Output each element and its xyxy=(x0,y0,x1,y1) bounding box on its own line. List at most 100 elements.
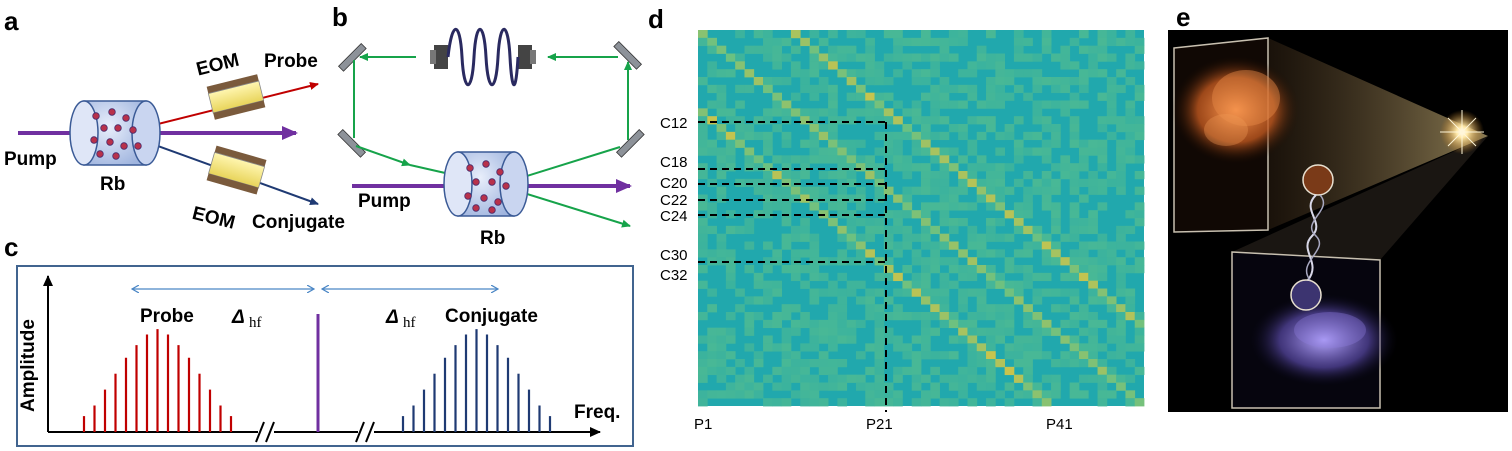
heatmap-cell xyxy=(930,312,940,321)
heatmap-cell xyxy=(790,171,801,180)
heatmap-cell xyxy=(855,319,866,329)
heatmap-cell xyxy=(911,131,922,141)
heatmap-cell xyxy=(1097,272,1108,282)
heatmap-cell xyxy=(1078,374,1089,383)
heatmap-cell xyxy=(911,69,922,78)
heatmap-cell xyxy=(958,218,968,227)
heatmap-cell xyxy=(809,359,820,368)
panel-a: a EO xyxy=(4,6,345,234)
heatmap-cell xyxy=(874,390,885,399)
row-label-c18: C18 xyxy=(660,154,688,171)
heatmap-cell xyxy=(874,288,885,297)
heatmap-cell xyxy=(1088,312,1098,321)
heatmap-cell xyxy=(911,257,922,266)
heatmap-cell xyxy=(911,147,922,156)
heatmap-cell xyxy=(986,30,996,39)
heatmap-cell xyxy=(1116,272,1126,282)
heatmap-cell xyxy=(1041,37,1052,47)
heatmap-cell xyxy=(809,327,820,336)
heatmap-cell xyxy=(976,178,987,188)
heatmap-cell xyxy=(698,390,708,399)
heatmap-cell xyxy=(1069,351,1080,360)
heatmap-cell xyxy=(874,225,885,235)
heatmap-cell xyxy=(846,163,857,172)
heatmap-cell xyxy=(1078,312,1089,321)
heatmap-cell xyxy=(837,116,848,125)
heatmap-cell xyxy=(790,30,801,39)
heatmap-cell xyxy=(939,194,950,203)
heatmap-cell xyxy=(1051,390,1061,399)
heatmap-cell xyxy=(967,61,978,70)
heatmap-cell xyxy=(948,84,959,94)
heatmap-cell xyxy=(698,139,708,148)
heatmap-cell xyxy=(698,233,708,242)
heatmap-cell xyxy=(707,288,717,297)
delta-right-sub: hf xyxy=(403,315,416,331)
heatmap-cell xyxy=(1004,327,1015,336)
heatmap-cell xyxy=(921,327,931,336)
heatmap-cell xyxy=(1134,186,1145,195)
heatmap-cell xyxy=(883,53,894,62)
heatmap-cell xyxy=(1032,319,1043,329)
heatmap-cell xyxy=(837,194,848,203)
heatmap-cell xyxy=(725,155,736,164)
heatmap-cell xyxy=(753,390,764,399)
heatmap-cell xyxy=(1078,351,1089,360)
heatmap-cell xyxy=(809,272,820,282)
heatmap-cell xyxy=(772,202,783,211)
heatmap-cell xyxy=(902,53,913,62)
heatmap-cell xyxy=(855,84,866,94)
heatmap-cell xyxy=(874,116,885,125)
heatmap-cell xyxy=(1069,390,1080,399)
heatmap-cell xyxy=(1032,69,1043,78)
heatmap-cell xyxy=(1116,37,1126,47)
heatmap-cell xyxy=(948,37,959,47)
heatmap-cell xyxy=(1134,335,1145,344)
heatmap-cell xyxy=(698,241,708,250)
heatmap-cell xyxy=(809,45,820,54)
heatmap-cell xyxy=(753,155,764,164)
heatmap-cell xyxy=(1088,218,1098,227)
heatmap-cell xyxy=(698,163,708,172)
heatmap-cell xyxy=(1032,327,1043,336)
heatmap-cell xyxy=(1060,335,1071,344)
heatmap-cell xyxy=(1023,335,1033,344)
heatmap-cell xyxy=(1125,77,1136,86)
heatmap-cell xyxy=(707,351,717,360)
heatmap-cell xyxy=(698,265,708,274)
heatmap-cell xyxy=(763,116,773,125)
heatmap-cell xyxy=(855,186,866,195)
heatmap-cell xyxy=(958,304,968,313)
heatmap-cell xyxy=(939,155,950,164)
heatmap-cell xyxy=(1134,92,1145,101)
panel-b-letter: b xyxy=(332,2,348,32)
heatmap-cell xyxy=(1078,257,1089,266)
heatmap-cell xyxy=(1116,319,1126,329)
heatmap-cell xyxy=(1125,390,1136,399)
heatmap-cell xyxy=(883,108,894,117)
heatmap-cell xyxy=(1013,288,1024,297)
heatmap-cell xyxy=(725,108,736,117)
heatmap-cell xyxy=(855,30,866,39)
heatmap-cell xyxy=(921,233,931,242)
heatmap-cell xyxy=(986,124,996,133)
heatmap-cell xyxy=(735,53,745,62)
col-label-p21: P21 xyxy=(866,416,893,433)
heatmap-cell xyxy=(948,335,959,344)
heatmap-cell xyxy=(846,116,857,125)
heatmap-cell xyxy=(865,233,875,242)
heatmap-cell xyxy=(837,45,848,54)
heatmap-cell xyxy=(930,178,940,188)
heatmap-cell xyxy=(772,194,783,203)
heatmap-cell xyxy=(958,335,968,344)
heatmap-cell xyxy=(800,382,810,391)
heatmap-cell xyxy=(958,178,968,188)
heatmap-cell xyxy=(781,139,792,148)
heatmap-cell xyxy=(698,30,708,39)
heatmap-cell xyxy=(1088,61,1098,70)
heatmap-cell xyxy=(763,241,773,250)
heatmap-cell xyxy=(1106,171,1117,180)
heatmap-cell xyxy=(855,202,866,211)
heatmap-cell xyxy=(855,374,866,383)
heatmap-cell xyxy=(735,390,745,399)
